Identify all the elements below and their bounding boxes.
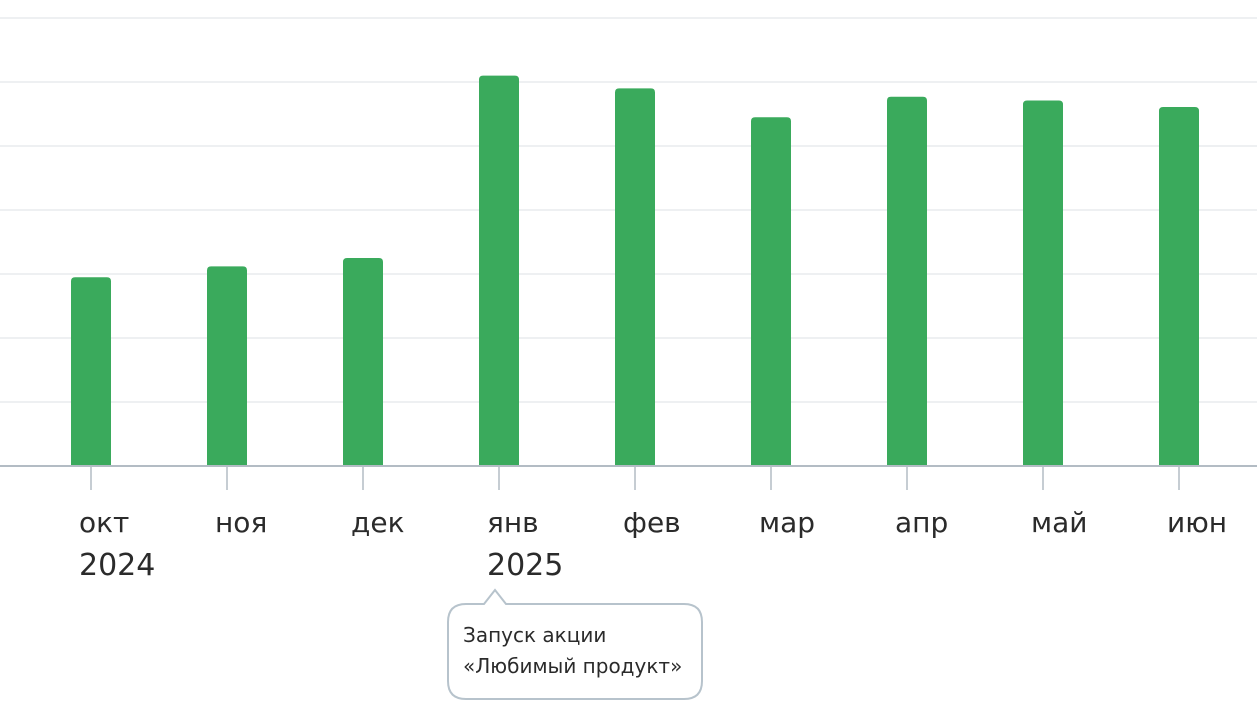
bar-май [1023,100,1063,466]
x-axis-ticks [90,466,1180,490]
bar-апр [887,96,927,466]
annotation-bubble [447,588,703,700]
bar-фев [615,88,655,467]
bar-июн [1159,106,1199,467]
bar-мар [751,117,791,466]
annotation-callout: Запуск акции «Любимый продукт» [447,588,703,700]
x-axis-labels: окт ноя дек янв фев мар апр май июн 2024 2025 [79,506,1227,583]
annotation-line-1: Запуск акции [463,623,606,647]
year-label-2024: 2024 [79,548,155,583]
x-tick-label-окт: окт [79,506,129,539]
x-tick-label-ноя: ноя [215,506,267,539]
x-tick-label-июн: июн [1167,506,1227,539]
x-tick-label-мар: мар [759,506,815,539]
annotation-line-2: «Любимый продукт» [463,654,682,678]
bar-дек [343,258,383,466]
x-tick-label-янв: янв [487,506,539,539]
year-label-2025: 2025 [487,548,563,583]
x-tick-label-май: май [1031,506,1087,539]
bar-янв [479,75,519,466]
x-tick-label-апр: апр [895,506,948,539]
x-tick-label-фев: фев [623,506,681,539]
bar-окт [71,277,111,466]
bar-ноя [207,266,247,466]
chart-bars [71,75,1199,467]
x-tick-label-дек: дек [351,506,405,539]
